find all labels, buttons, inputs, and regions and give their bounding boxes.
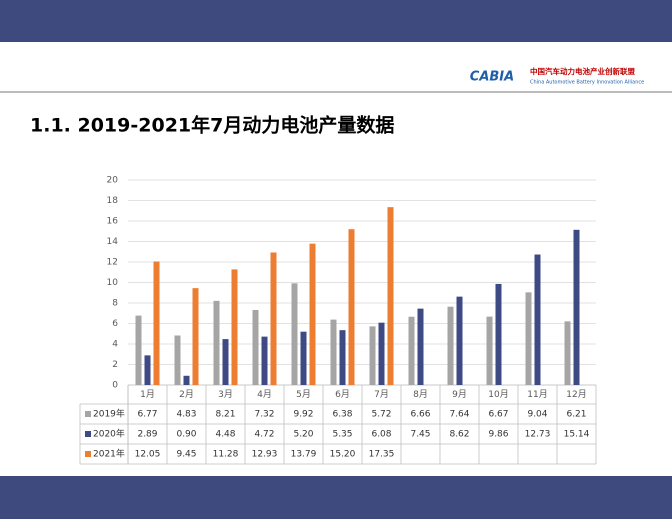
bar [525, 292, 532, 385]
table-value: 5.20 [293, 430, 313, 440]
x-tick-label: 10月 [488, 389, 508, 400]
bar [231, 269, 238, 385]
table-value: 0.90 [176, 430, 196, 440]
top-band [0, 0, 672, 42]
table-value: 13.79 [291, 450, 317, 460]
y-tick-label: 0 [112, 381, 118, 391]
bottom-band [0, 476, 672, 519]
legend-label: 2019年 [93, 408, 125, 420]
legend-swatch [85, 451, 91, 457]
x-tick-label: 6月 [335, 389, 350, 400]
table-value: 7.45 [410, 430, 430, 440]
table-value: 4.83 [176, 410, 196, 420]
legend-swatch [85, 411, 91, 417]
table-value: 9.45 [176, 450, 196, 460]
bar [291, 283, 298, 385]
table-value: 6.77 [137, 410, 157, 420]
table-value: 5.35 [332, 430, 352, 440]
bar [153, 261, 160, 385]
bar [456, 296, 463, 385]
bar [486, 316, 493, 385]
bar [378, 322, 385, 385]
table-value: 12.73 [525, 430, 551, 440]
x-tick-label: 11月 [527, 389, 547, 400]
bar [144, 355, 151, 385]
table-value: 6.08 [371, 430, 391, 440]
table-value: 8.21 [215, 410, 235, 420]
table-value: 12.05 [135, 450, 161, 460]
bar [417, 308, 424, 385]
bar [564, 321, 571, 385]
table-value: 6.38 [332, 410, 352, 420]
table-value: 4.72 [254, 430, 274, 440]
bar [261, 336, 268, 385]
table-value: 7.32 [254, 410, 274, 420]
org-cn: 中国汽车动力电池产业创新联盟 [530, 66, 635, 76]
table-value: 6.21 [566, 410, 586, 420]
bar [339, 330, 346, 385]
table-value: 4.48 [215, 430, 235, 440]
bar [270, 252, 277, 385]
bar [495, 283, 502, 385]
bar [369, 326, 376, 385]
table-value: 11.28 [213, 450, 239, 460]
bar [300, 331, 307, 385]
legend-label: 2020年 [93, 428, 125, 440]
bar [348, 229, 355, 385]
x-tick-label: 12月 [566, 389, 586, 400]
table-value: 7.64 [449, 410, 469, 420]
y-tick-label: 6 [112, 319, 118, 329]
chart-title: 1.1. 2019-2021年7月动力电池产量数据 [30, 114, 394, 137]
bar [447, 306, 454, 385]
bar [222, 339, 229, 385]
bar [135, 315, 142, 385]
legend-label: 2021年 [93, 448, 125, 460]
org-en: China Automotive Battery Innovation Alli… [530, 80, 644, 86]
x-tick-label: 3月 [218, 389, 233, 400]
bar [183, 375, 190, 385]
table-value: 12.93 [252, 450, 278, 460]
table-value: 17.35 [369, 450, 395, 460]
table-value: 15.20 [330, 450, 356, 460]
table-value: 9.92 [293, 410, 313, 420]
x-tick-label: 9月 [452, 389, 467, 400]
table-value: 6.67 [488, 410, 508, 420]
bar [309, 243, 316, 385]
y-tick-label: 12 [107, 258, 118, 268]
x-tick-label: 7月 [374, 389, 389, 400]
bar [573, 229, 580, 385]
table-value: 8.62 [449, 430, 469, 440]
y-tick-label: 10 [107, 278, 119, 288]
y-tick-label: 4 [112, 340, 118, 350]
bar [387, 207, 394, 385]
bar [330, 319, 337, 385]
table-value: 6.66 [410, 410, 430, 420]
table-value: 5.72 [371, 410, 391, 420]
table-value: 15.14 [564, 430, 590, 440]
bar [213, 300, 220, 385]
x-tick-label: 5月 [296, 389, 311, 400]
bar [174, 335, 181, 385]
legend-swatch [85, 431, 91, 437]
x-tick-label: 2月 [179, 389, 194, 400]
bar [534, 254, 541, 385]
bar [252, 309, 259, 385]
y-tick-label: 16 [107, 217, 119, 227]
x-tick-label: 4月 [257, 389, 272, 400]
x-tick-label: 1月 [140, 389, 155, 400]
logo: CABIA [470, 70, 514, 85]
table-value: 9.86 [488, 430, 508, 440]
table-value: 9.04 [527, 410, 547, 420]
x-tick-label: 8月 [413, 389, 428, 400]
bar [192, 288, 199, 385]
y-tick-label: 14 [107, 237, 119, 247]
y-tick-label: 8 [112, 299, 118, 309]
y-tick-label: 20 [107, 176, 119, 186]
bar [408, 316, 415, 385]
y-tick-label: 2 [112, 360, 118, 370]
table-value: 2.89 [137, 430, 157, 440]
y-tick-label: 18 [107, 196, 119, 206]
